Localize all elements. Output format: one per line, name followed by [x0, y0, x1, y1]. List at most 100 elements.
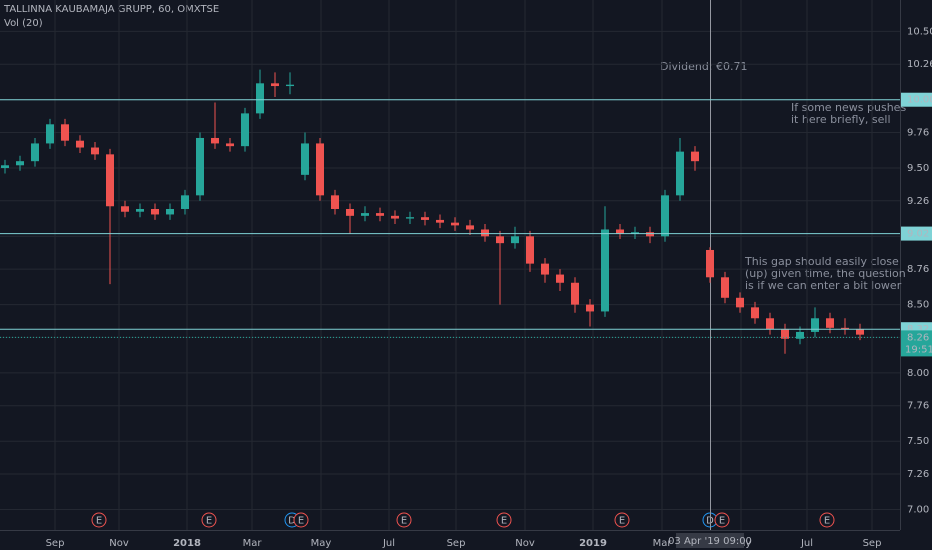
candle-body: [511, 236, 519, 244]
candle-body: [406, 217, 414, 219]
candle-body: [31, 143, 39, 162]
candle-body: [526, 236, 534, 264]
event-marker: [496, 512, 512, 528]
candle-body: [286, 84, 294, 87]
x-tick-label: Jul: [800, 538, 813, 549]
candle-body: [166, 208, 174, 215]
candle-body: [61, 124, 69, 141]
candle-body: [496, 236, 504, 244]
candle-body: [241, 113, 249, 147]
event-marker-label: E: [619, 516, 625, 527]
candle-body: [346, 208, 354, 216]
candle-body: [256, 83, 264, 114]
y-tick-label: 7.50: [907, 436, 929, 447]
y-tick-label: 7.76: [907, 401, 929, 412]
event-marker: [91, 512, 107, 528]
annotation: If some news pushes: [791, 101, 906, 114]
candle-body: [661, 195, 669, 237]
y-tick-label: 8.76: [907, 264, 929, 275]
candle-body: [196, 137, 204, 196]
annotation: This gap should easily close: [744, 255, 899, 268]
last-price-label: 8.26: [907, 332, 929, 343]
grid: [0, 0, 900, 530]
candle-body: [331, 195, 339, 209]
event-marker: [819, 512, 835, 528]
x-tick-label: Sep: [447, 538, 466, 549]
candle-body: [586, 304, 594, 312]
y-tick-label: 9.50: [907, 163, 929, 174]
candle-body: [211, 137, 219, 144]
candle-body: [541, 263, 549, 275]
y-tick-label: 9.76: [907, 128, 929, 139]
level-label-box: [901, 226, 932, 241]
candle-body: [181, 195, 189, 209]
countdown-label: 19:51: [905, 344, 932, 355]
event-marker: [293, 512, 309, 528]
candle-body: [796, 331, 804, 339]
event-marker-label: D: [288, 516, 296, 527]
candle-body: [1, 165, 9, 169]
y-tick-label: 7.26: [907, 469, 929, 480]
candle-body: [766, 318, 774, 330]
chart-title: TALLINNA KAUBAMAJA GRUPP, 60, OMXTSE: [3, 4, 219, 15]
event-marker-label: E: [401, 516, 407, 527]
candle-body: [691, 151, 699, 162]
candle-body: [826, 318, 834, 328]
candles: [1, 69, 864, 354]
candle-body: [46, 124, 54, 144]
candle-body: [436, 219, 444, 223]
x-tick-label: Mar: [653, 538, 673, 549]
candle-body: [571, 282, 579, 305]
level-label: 8.32: [907, 324, 929, 335]
annotation: (up) given time, the question: [745, 267, 906, 280]
candle-body: [631, 232, 639, 234]
y-tick-label: 8.00: [907, 368, 929, 379]
candle-body: [856, 329, 864, 335]
candle-body: [421, 217, 429, 220]
x-tick-label: Nov: [109, 538, 129, 549]
x-tick-label: Sep: [863, 538, 882, 549]
annotation: is if we can enter a bit lower: [745, 279, 902, 292]
candle-body: [781, 329, 789, 339]
last-price-box: [901, 330, 932, 357]
candle-body: [376, 213, 384, 216]
event-marker-label: E: [298, 516, 304, 527]
candle-body: [481, 229, 489, 237]
x-tick-label: 2019: [579, 538, 607, 549]
y-tick-label: 8.50: [907, 300, 929, 311]
candle-body: [616, 229, 624, 234]
event-marker: [614, 512, 630, 528]
candle-body: [751, 307, 759, 319]
candle-body: [721, 277, 729, 298]
level-label: 10.00: [907, 95, 932, 106]
candle-body: [121, 206, 129, 212]
crosshair-label-box: [676, 533, 744, 548]
candle-body: [811, 318, 819, 332]
annotation: Dividend: €0.71: [660, 60, 748, 73]
x-tick-label: Nov: [515, 538, 535, 549]
candle-body: [226, 143, 234, 147]
x-tick-label: Mar: [243, 538, 263, 549]
candle-body: [391, 215, 399, 219]
candle-body: [556, 274, 564, 283]
x-tick-label: Jul: [382, 538, 395, 549]
candle-body: [151, 208, 159, 215]
level-label: 9.02: [907, 229, 929, 240]
y-tick-label: 7.00: [907, 505, 929, 516]
event-marker: [201, 512, 217, 528]
event-marker-label: E: [719, 516, 725, 527]
event-marker-label: E: [206, 516, 212, 527]
x-tick-label: 2018: [173, 538, 201, 549]
candle-body: [361, 213, 369, 216]
candle-body: [736, 297, 744, 308]
level-label-box: [901, 92, 932, 107]
candle-body: [601, 229, 609, 312]
candle-body: [106, 154, 114, 207]
candle-body: [16, 161, 24, 166]
event-marker-label: E: [501, 516, 507, 527]
crosshair-label: 03 Apr '19 09:00: [668, 536, 752, 547]
candle-body: [76, 140, 84, 148]
candle-body: [841, 327, 849, 330]
x-tick-label: Sep: [46, 538, 65, 549]
